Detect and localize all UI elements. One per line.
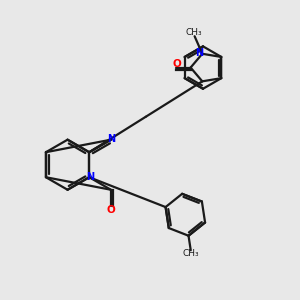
- Text: N: N: [86, 172, 94, 182]
- Text: N: N: [195, 48, 203, 58]
- Text: N: N: [107, 134, 115, 144]
- Text: O: O: [172, 59, 181, 69]
- Text: CH₃: CH₃: [186, 28, 202, 37]
- Text: CH₃: CH₃: [182, 249, 199, 258]
- Text: O: O: [106, 206, 115, 215]
